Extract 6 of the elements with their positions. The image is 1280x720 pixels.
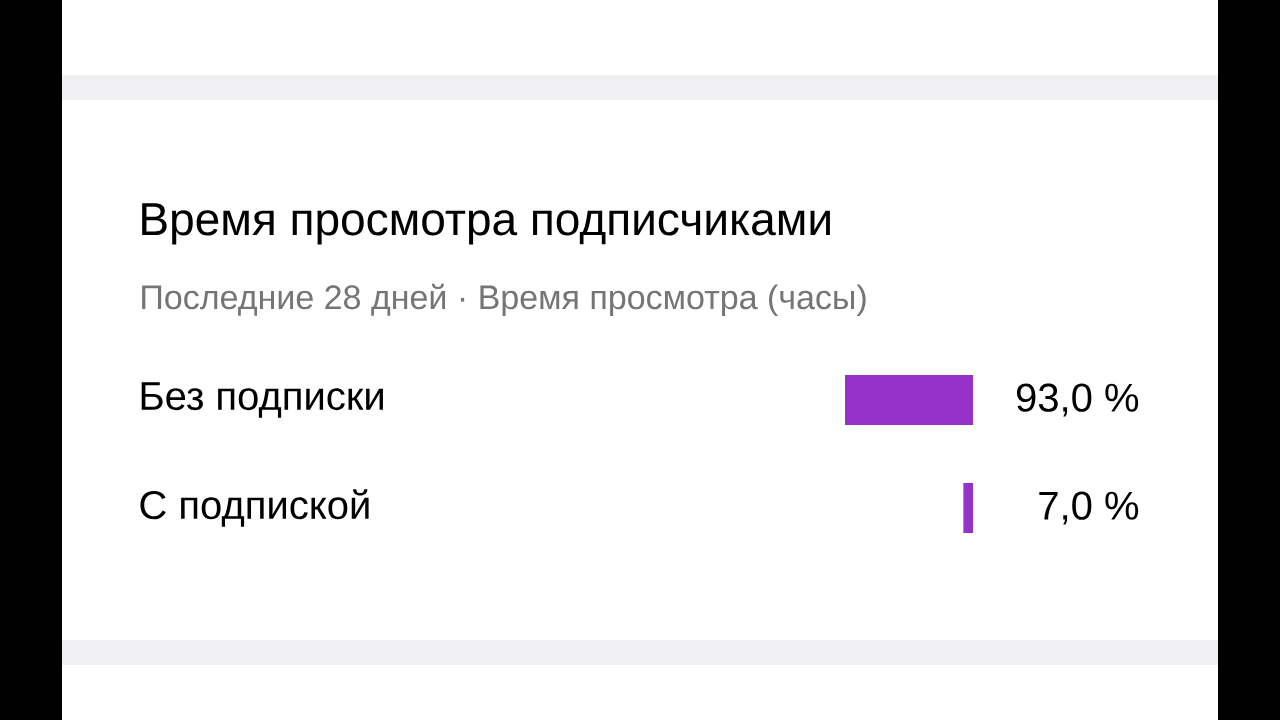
data-label: 7,0 %: [1039, 491, 1139, 525]
chart-title: Время просмотра подписчиками: [142, 203, 830, 245]
text: Последние 28 дней · Время просмотра (часы): [142, 283, 866, 317]
y-tick-label: С подпиской: [140, 489, 369, 527]
data-label: 93,0 %: [1016, 383, 1139, 417]
y-tick-label: Без подписки: [141, 382, 383, 418]
